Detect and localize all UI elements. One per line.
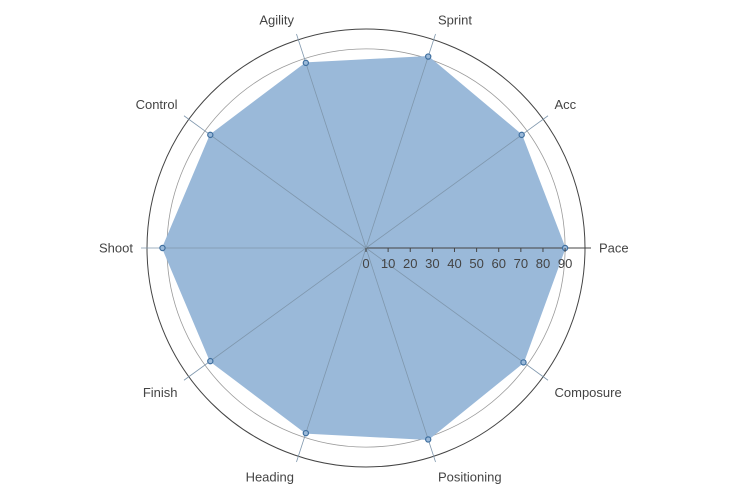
radial-tick-label-70: 70 [514,256,528,271]
spoke-layer [141,33,591,463]
spoke-finish [183,247,367,381]
axis-label-control: Control [136,97,178,112]
radial-tick-label-50: 50 [469,256,483,271]
data-point-composure [520,359,527,366]
data-point-agility [302,59,310,67]
radial-tick-label-90: 90 [558,256,572,271]
axis-label-pace: Pace [599,241,629,256]
data-point-acc [518,131,525,139]
spoke-composure [365,247,549,381]
radial-tick-label-10: 10 [381,256,395,271]
radial-tick-layer: 0 10 20 30 40 50 60 70 80 90 [362,248,572,271]
axis-label-agility: Agility [259,12,294,27]
axis-label-composure: Composure [555,385,622,400]
spoke-sprint [365,33,436,249]
radial-tick-label-0: 0 [362,256,369,271]
spoke-heading [296,247,367,463]
axis-label-heading: Heading [246,470,294,485]
spoke-positioning [365,247,436,463]
radial-tick-label-20: 20 [403,256,417,271]
data-point-positioning [425,436,432,443]
data-point-control [207,131,214,139]
spoke-agility [296,33,367,249]
axis-label-acc: Acc [555,97,577,112]
radial-tick-label-30: 30 [425,256,439,271]
data-point-sprint [425,53,432,60]
radial-tick-label-60: 60 [491,256,505,271]
radial-tick-label-40: 40 [447,256,461,271]
data-point-shoot [159,244,166,252]
axis-label-layer: Pace Acc Sprint Agility Control Shoot Finish He… [99,12,629,484]
axis-label-finish: Finish [143,385,178,400]
data-point-heading [302,429,310,437]
radial-tick-label-80: 80 [536,256,550,271]
axis-label-sprint: Sprint [438,12,472,27]
axis-label-positioning: Positioning [438,470,502,485]
spoke-control [183,115,367,249]
spoke-acc [365,115,549,249]
axis-label-shoot: Shoot [99,241,133,256]
data-point-finish [207,357,214,365]
